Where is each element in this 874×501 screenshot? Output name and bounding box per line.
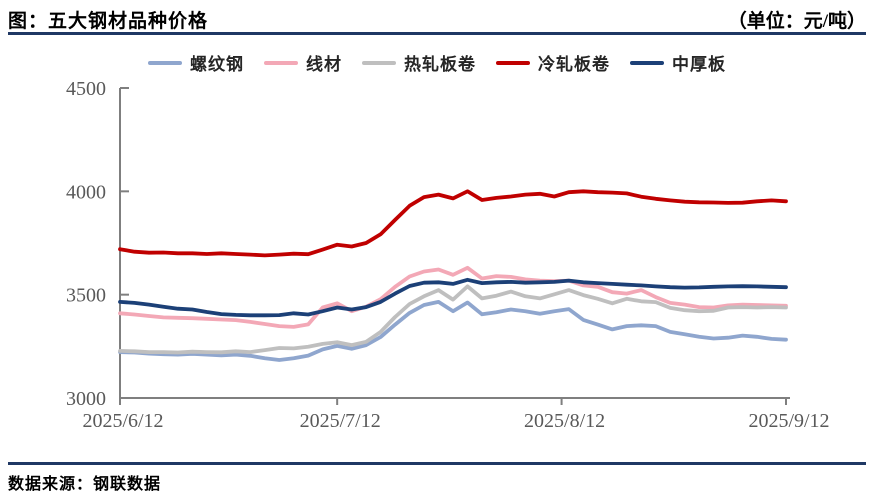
series-line-cold-rolled-coil — [118, 189, 788, 258]
legend-item-hot-rolled-coil: 热轧板卷 — [362, 50, 476, 75]
y-tick-label: 4500 — [66, 78, 106, 100]
legend-swatch-rebar — [148, 60, 182, 65]
series-line-medium-plate — [118, 277, 788, 318]
series-line-rebar — [118, 299, 788, 362]
chart-legend: 螺纹钢 线材 热轧板卷 冷轧板卷 中厚板 — [0, 50, 874, 75]
legend-item-rebar: 螺纹钢 — [148, 50, 244, 75]
x-tick-label: 2025/7/12 — [300, 410, 381, 432]
series-line-wire-rod — [118, 265, 788, 329]
y-tick-label: 4000 — [66, 181, 106, 203]
x-tick-label: 2025/6/12 — [82, 410, 163, 432]
figure-unit-label: （单位：元/吨） — [727, 11, 866, 32]
figure-header: 图：五大钢材品种价格 （单位：元/吨） — [8, 6, 866, 35]
data-source-text: 数据来源：钢联数据 — [8, 476, 162, 493]
legend-swatch-wire-rod — [264, 60, 298, 65]
x-tick-label: 2025/9/12 — [748, 410, 829, 432]
footer-rule — [8, 462, 866, 465]
legend-label-cold-rolled-coil: 冷轧板卷 — [538, 55, 610, 74]
legend-item-medium-plate: 中厚板 — [630, 50, 726, 75]
legend-item-wire-rod: 线材 — [264, 50, 342, 75]
series-line-hot-rolled-coil — [118, 284, 788, 355]
legend-label-wire-rod: 线材 — [306, 55, 342, 74]
figure-title: 图：五大钢材品种价格 — [8, 11, 209, 32]
legend-label-rebar: 螺纹钢 — [190, 55, 244, 74]
legend-label-hot-rolled-coil: 热轧板卷 — [404, 55, 476, 74]
legend-swatch-hot-rolled-coil — [362, 60, 396, 65]
legend-label-medium-plate: 中厚板 — [672, 55, 726, 74]
x-tick-label: 2025/8/12 — [524, 410, 605, 432]
legend-item-cold-rolled-coil: 冷轧板卷 — [496, 50, 610, 75]
legend-swatch-medium-plate — [630, 60, 664, 65]
legend-swatch-cold-rolled-coil — [496, 60, 530, 65]
y-tick-label: 3000 — [66, 388, 106, 410]
y-tick-label: 3500 — [66, 285, 106, 307]
